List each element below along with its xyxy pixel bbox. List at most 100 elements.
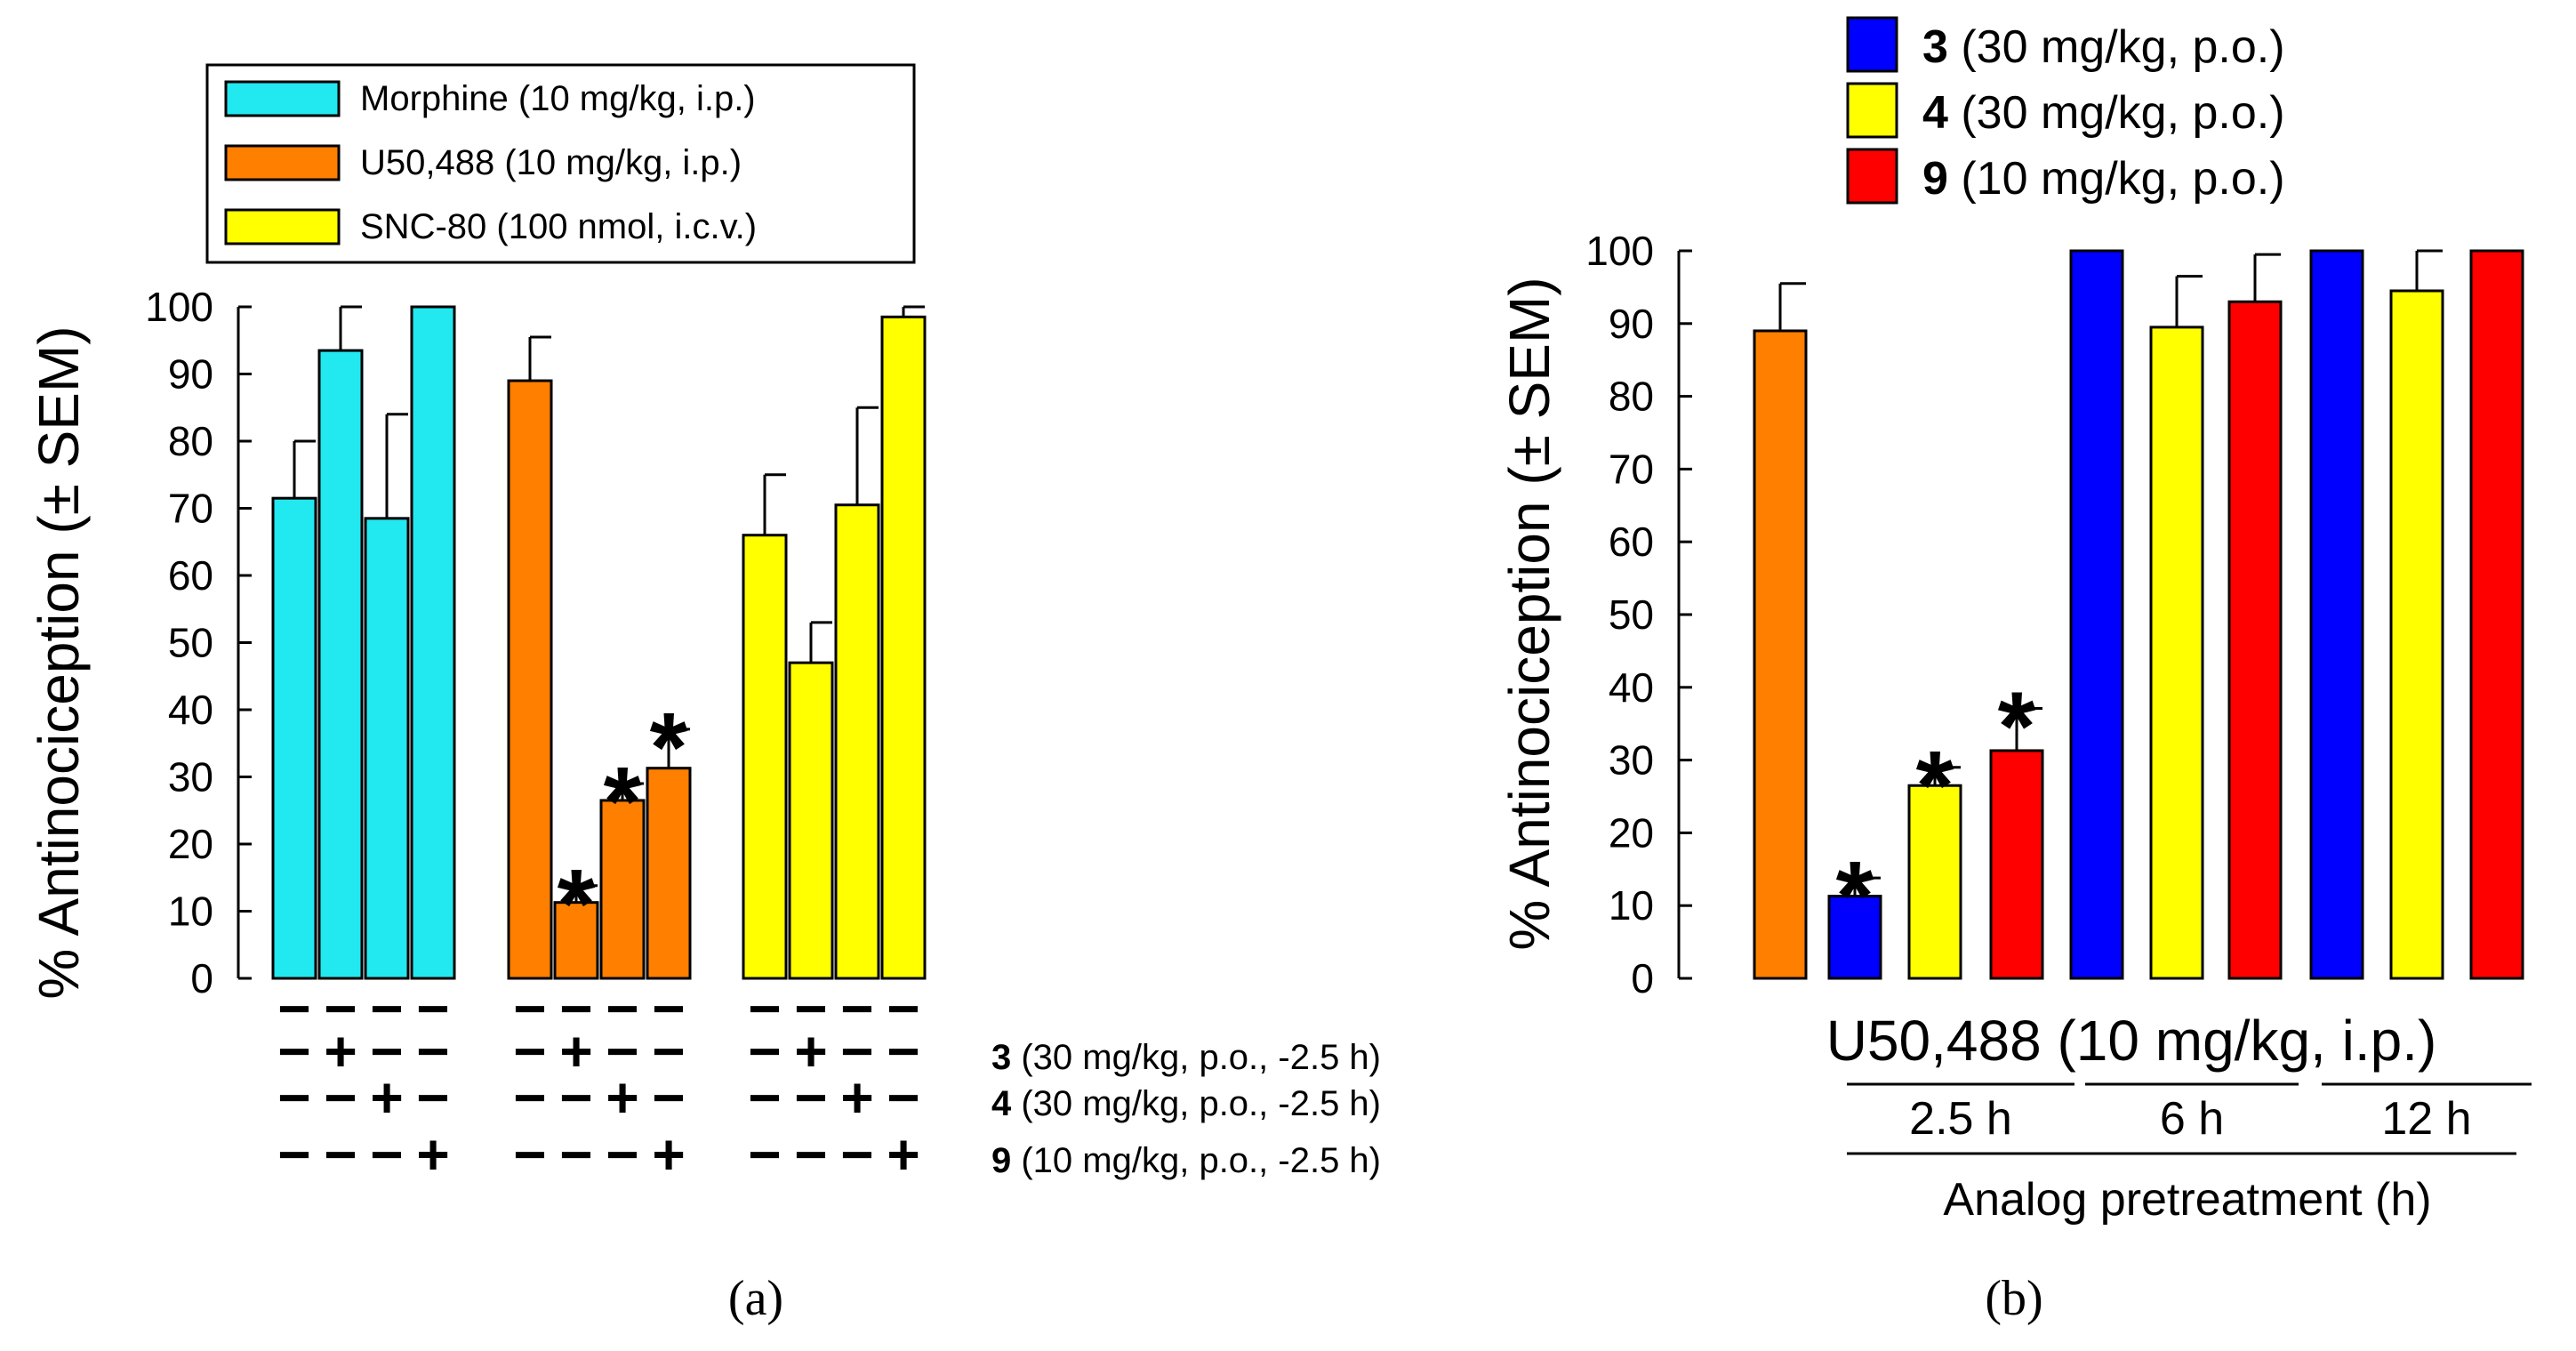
y-tick-label: 20 — [1609, 809, 1654, 856]
y-tick-label: 90 — [1609, 301, 1654, 347]
bar — [410, 305, 456, 980]
treatment-sign: − — [513, 977, 546, 1041]
treatment-sign: − — [416, 1019, 449, 1083]
treatment-sign: − — [794, 977, 827, 1041]
bar — [1827, 895, 1882, 980]
treatment-sign: − — [277, 977, 310, 1041]
y-tick-label: 70 — [1609, 446, 1654, 492]
treatment-sign: − — [513, 1066, 546, 1130]
treatment-sign: + — [416, 1122, 449, 1186]
legend-b-swatch-3 — [1846, 16, 1898, 73]
treatment-sign: + — [559, 1019, 592, 1083]
bar — [271, 496, 317, 980]
y-tick-label: 0 — [190, 955, 213, 1001]
y-tick-label: 60 — [168, 552, 213, 599]
treatment-sign: + — [794, 1019, 827, 1083]
treatment-sign: − — [277, 1066, 310, 1130]
treatment-sign: + — [324, 1019, 357, 1083]
treatment-sign: − — [277, 1019, 310, 1083]
treatment-sign: − — [794, 1066, 827, 1130]
treatment-sign: − — [277, 1122, 310, 1186]
x-label-main-b: U50,488 (10 mg/kg, i.p.) — [1826, 1009, 2437, 1073]
y-tick-label: 80 — [168, 418, 213, 464]
y-axis-b: 0 10 20 30 40 50 60 70 80 90 100 — [1585, 228, 1692, 1001]
y-tick-label: 40 — [168, 687, 213, 733]
legend-b-label-4: 4 (30 mg/kg, p.o.) — [1922, 87, 2285, 139]
treatment-sign: − — [887, 1019, 919, 1083]
panel-a: Morphine (10 mg/kg, i.p.) U50,488 (10 mg… — [27, 63, 1381, 1326]
y-tick-label: 100 — [145, 284, 213, 330]
treatment-compound: 3 — [991, 1038, 1011, 1077]
treatment-sign: − — [416, 977, 449, 1041]
treatment-sign: − — [559, 1122, 592, 1186]
bar — [2149, 326, 2204, 980]
bar — [2069, 249, 2124, 980]
treatment-sign: − — [887, 1066, 919, 1130]
treatment-sign: − — [324, 1122, 357, 1186]
treatment-sign: − — [652, 977, 685, 1041]
treatment-sign: − — [370, 1122, 403, 1186]
treatment-sign: + — [887, 1122, 919, 1186]
bar — [1907, 784, 1962, 980]
treatment-sign: − — [652, 1066, 685, 1130]
legend-a-label-morphine: Morphine (10 mg/kg, i.p.) — [360, 79, 756, 118]
treatment-sign: − — [606, 1019, 638, 1083]
treatment-sign: − — [324, 977, 357, 1041]
bar — [2309, 249, 2364, 980]
treatment-sign: − — [840, 1122, 873, 1186]
bar — [2469, 249, 2524, 980]
caption-b: (b) — [1985, 1271, 2042, 1326]
y-tick-label: 10 — [1609, 882, 1654, 929]
bars-a: ** * — [271, 305, 927, 980]
y-tick-label: 50 — [1609, 591, 1654, 638]
panel-b: 3 (30 mg/kg, p.o.) 4 (30 mg/kg, p.o.) 9 … — [1497, 16, 2532, 1326]
bar — [742, 534, 788, 980]
treatment-sign: − — [748, 977, 781, 1041]
treatment-sign: + — [606, 1066, 638, 1130]
treatment-sign: − — [840, 1019, 873, 1083]
y-tick-label: 100 — [1585, 228, 1654, 274]
legend-a-swatch-morphine — [224, 80, 341, 117]
y-tick-label: 0 — [1631, 955, 1654, 1001]
legend-a-swatch-snc80 — [224, 208, 341, 245]
treatment-sign: − — [840, 977, 873, 1041]
x-group-label-6h: 6 h — [2160, 1093, 2224, 1145]
legend-a-label-snc80: SNC-80 (100 nmol, i.c.v.) — [360, 207, 757, 246]
significance-star: * — [650, 693, 688, 802]
y-tick-label: 70 — [168, 486, 213, 532]
treatment-dose: (30 mg/kg, p.o., -2.5 h) — [1011, 1038, 1381, 1077]
treatment-sign: − — [652, 1019, 685, 1083]
bar — [364, 517, 410, 980]
treatment-sign: − — [370, 1019, 403, 1083]
bar — [507, 379, 553, 980]
treatment-sign: − — [370, 977, 403, 1041]
treatment-sign: − — [324, 1066, 357, 1130]
treatment-sign: − — [748, 1122, 781, 1186]
treatment-compound: 9 — [991, 1141, 1011, 1180]
treatment-sign: + — [652, 1122, 685, 1186]
treatment-sign: + — [370, 1066, 403, 1130]
treatment-sign: + — [840, 1066, 873, 1130]
bar — [2389, 289, 2444, 980]
treatment-row-label: 9 (10 mg/kg, p.o., -2.5 h) — [991, 1141, 1381, 1180]
y-axis-a: 0 10 20 30 40 50 60 70 80 90 100 — [145, 284, 252, 1001]
significance-star: * — [1836, 841, 1874, 951]
bar — [1753, 329, 1808, 980]
treatment-sign: − — [748, 1066, 781, 1130]
legend-b: 3 (30 mg/kg, p.o.) 4 (30 mg/kg, p.o.) 9 … — [1846, 16, 2285, 205]
treatment-row-label: 4 (30 mg/kg, p.o., -2.5 h) — [991, 1084, 1381, 1123]
significance-star: * — [1998, 672, 2036, 782]
treatment-sign: − — [513, 1019, 546, 1083]
caption-a: (a) — [728, 1271, 783, 1326]
y-tick-label: 50 — [168, 620, 213, 666]
y-tick-label: 20 — [168, 821, 213, 867]
x-axis-label-b: Analog pretreatment (h) — [1943, 1174, 2431, 1226]
significance-star: * — [1916, 731, 1954, 840]
treatment-row-label: 3 (30 mg/kg, p.o., -2.5 h) — [991, 1038, 1381, 1077]
legend-b-label-9: 9 (10 mg/kg, p.o.) — [1922, 153, 2285, 205]
y-axis-label-b: % Antinociception (± SEM) — [1497, 277, 1561, 950]
legend-a-label-u50488: U50,488 (10 mg/kg, i.p.) — [360, 143, 742, 182]
y-tick-label: 60 — [1609, 519, 1654, 565]
treatment-table-a: − − − − − − − − − − − −− + − − − + − − − + − −3 (30 mg/kg, p.o… — [277, 977, 1381, 1186]
